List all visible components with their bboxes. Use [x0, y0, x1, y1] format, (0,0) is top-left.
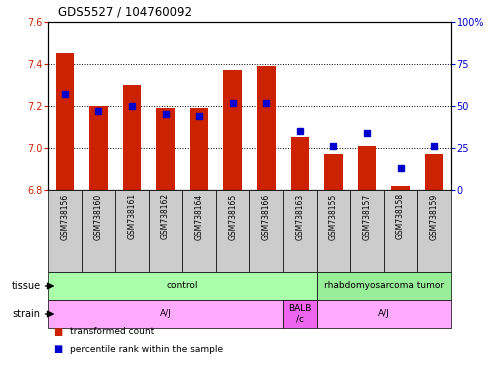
- Text: GSM738156: GSM738156: [60, 193, 70, 240]
- Bar: [81, 190, 115, 272]
- Text: GSM738163: GSM738163: [295, 193, 304, 240]
- Text: GDS5527 / 104760092: GDS5527 / 104760092: [58, 5, 192, 18]
- Bar: [48, 190, 81, 272]
- Bar: [350, 190, 384, 272]
- Text: GSM738162: GSM738162: [161, 193, 170, 239]
- Text: A/J: A/J: [378, 310, 389, 318]
- Bar: [48, 300, 283, 328]
- Text: GSM738161: GSM738161: [128, 193, 137, 239]
- Bar: [418, 190, 451, 272]
- Bar: [425, 154, 443, 190]
- Bar: [190, 108, 209, 190]
- Text: tissue: tissue: [11, 281, 40, 291]
- Bar: [48, 272, 317, 300]
- Bar: [358, 146, 376, 190]
- Bar: [115, 190, 149, 272]
- Text: strain: strain: [13, 309, 40, 319]
- Text: GSM738159: GSM738159: [430, 193, 439, 240]
- Text: GSM738155: GSM738155: [329, 193, 338, 240]
- Bar: [123, 85, 141, 190]
- Bar: [391, 186, 410, 190]
- Bar: [216, 190, 249, 272]
- Bar: [317, 190, 350, 272]
- Text: transformed count: transformed count: [70, 327, 154, 336]
- Bar: [317, 300, 451, 328]
- Text: BALB
/c: BALB /c: [288, 304, 312, 324]
- Bar: [89, 106, 107, 190]
- Bar: [223, 70, 242, 190]
- Text: percentile rank within the sample: percentile rank within the sample: [70, 344, 223, 354]
- Text: GSM738166: GSM738166: [262, 193, 271, 240]
- Bar: [182, 190, 216, 272]
- Bar: [56, 53, 74, 190]
- Bar: [156, 108, 175, 190]
- Text: A/J: A/J: [160, 310, 172, 318]
- Bar: [283, 300, 317, 328]
- Bar: [149, 190, 182, 272]
- Bar: [317, 272, 451, 300]
- Text: GSM738158: GSM738158: [396, 193, 405, 239]
- Bar: [384, 190, 418, 272]
- Text: GSM738160: GSM738160: [94, 193, 103, 240]
- Text: GSM738157: GSM738157: [362, 193, 372, 240]
- Text: control: control: [167, 281, 198, 291]
- Bar: [249, 190, 283, 272]
- Bar: [291, 137, 309, 190]
- Text: rhabdomyosarcoma tumor: rhabdomyosarcoma tumor: [324, 281, 444, 291]
- Text: ■: ■: [53, 344, 62, 354]
- Bar: [283, 190, 317, 272]
- Bar: [257, 66, 276, 190]
- Bar: [324, 154, 343, 190]
- Text: GSM738164: GSM738164: [195, 193, 204, 240]
- Text: GSM738165: GSM738165: [228, 193, 237, 240]
- Text: ■: ■: [53, 327, 62, 337]
